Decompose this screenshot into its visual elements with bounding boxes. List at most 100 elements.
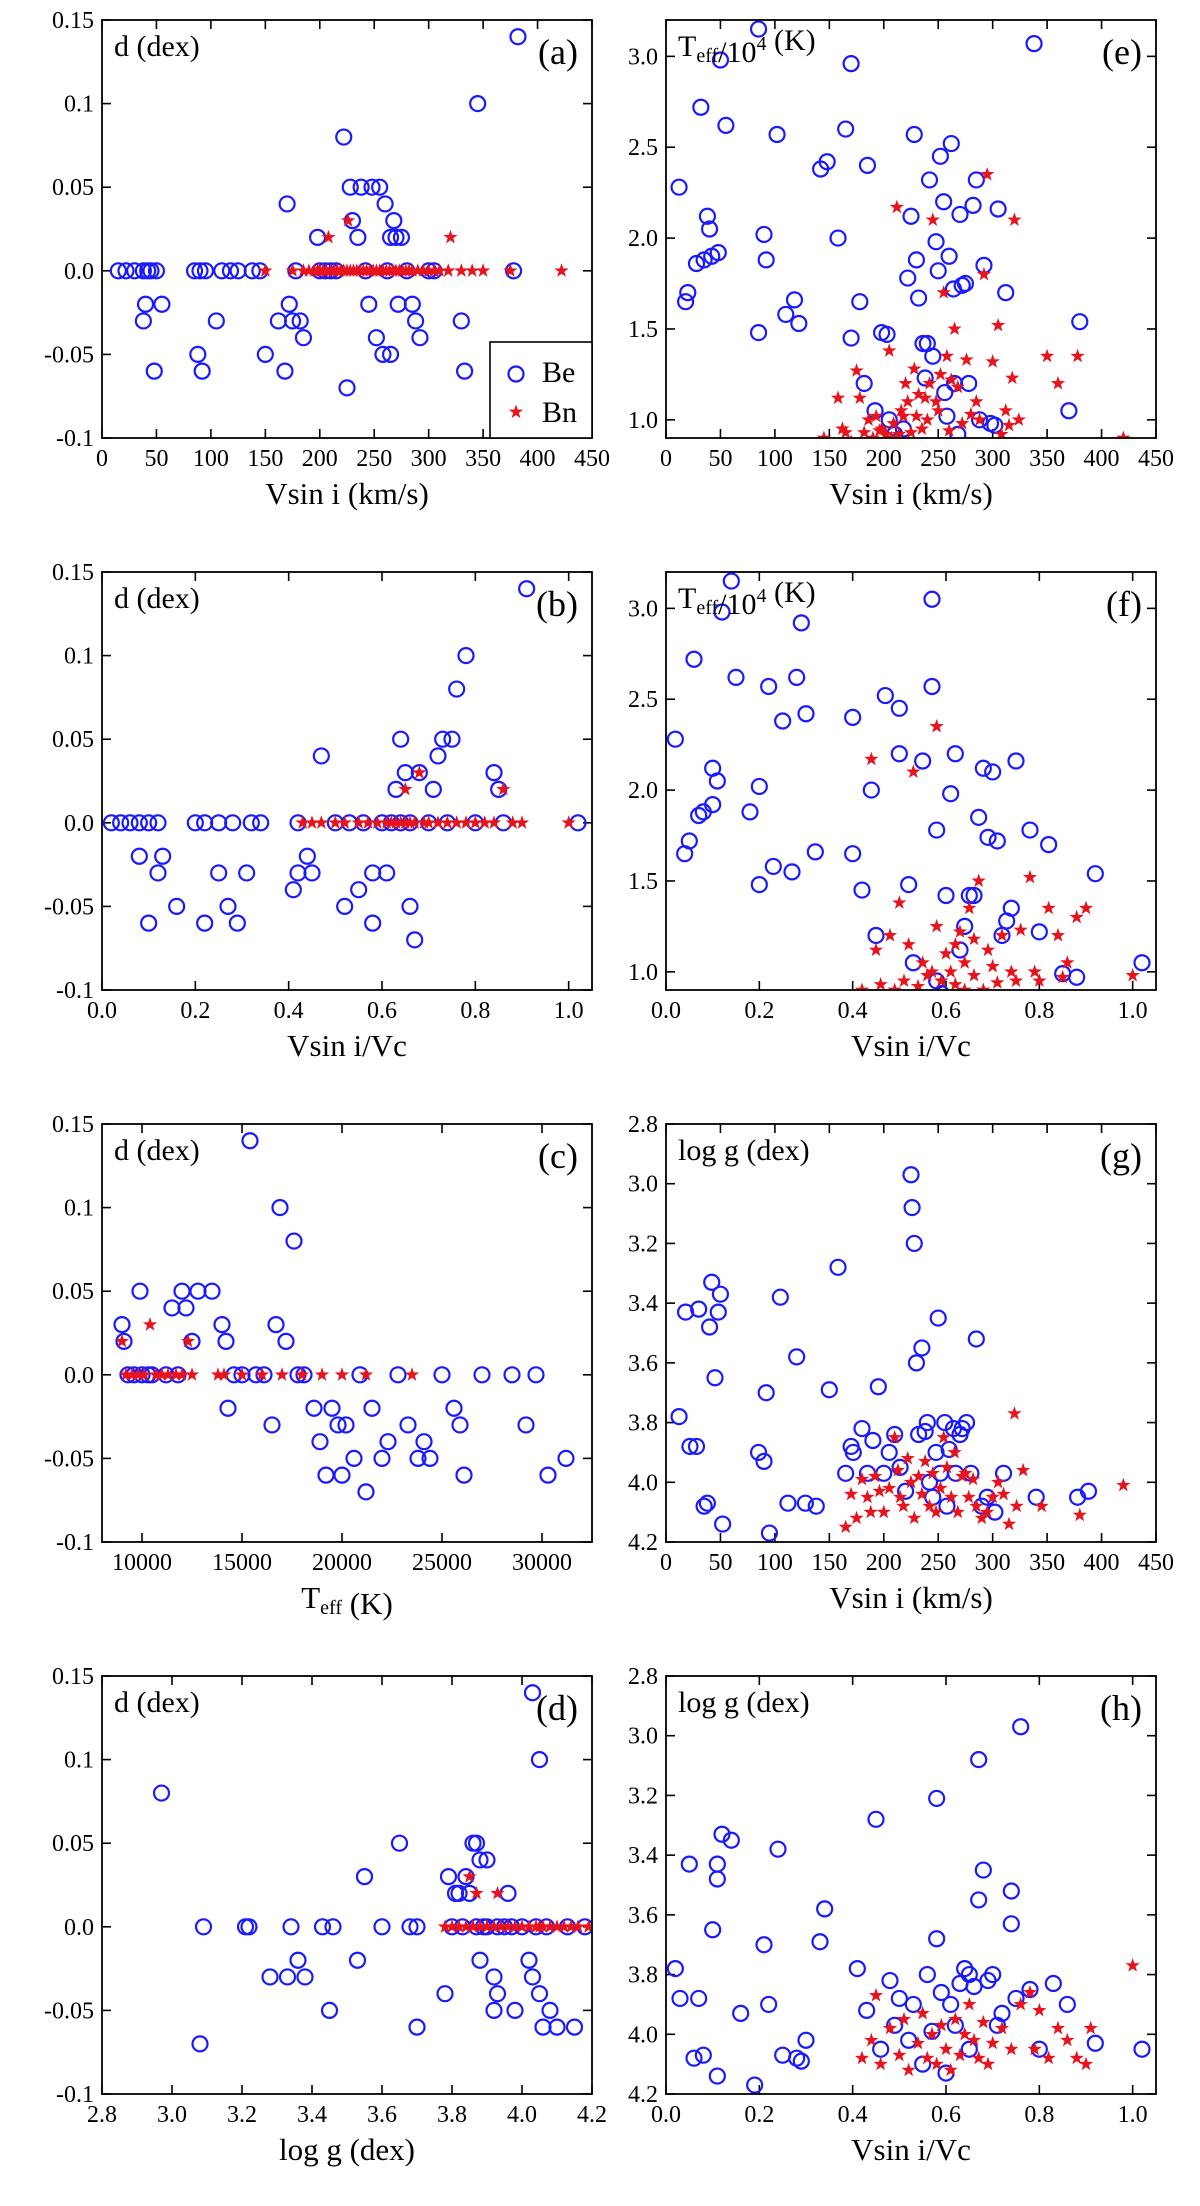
bn-point [294, 1367, 310, 1381]
panel-tag: (f) [1106, 584, 1142, 624]
bn-point [216, 1367, 232, 1381]
legend-bn-label: Bn [542, 396, 577, 429]
bn-point [966, 967, 982, 982]
be-point [732, 2004, 750, 2022]
markers-h [666, 1718, 1151, 2094]
panel-tag: (g) [1100, 1136, 1142, 1176]
be-point [134, 312, 152, 330]
markers-d [152, 1684, 592, 2053]
bn-point [939, 1459, 955, 1474]
be-point [711, 51, 730, 69]
bn-point [426, 263, 442, 277]
x-tick-label: 0 [660, 446, 672, 472]
bn-point [849, 434, 853, 438]
be-point [942, 785, 960, 803]
be-point [872, 2040, 890, 2058]
be-point [294, 329, 313, 347]
bn-point [1005, 370, 1020, 385]
y-axis-label: d (dex) [114, 30, 200, 63]
be-point [855, 374, 873, 393]
be-point [312, 747, 330, 765]
bn-point [972, 412, 987, 426]
y-tick-label: 0.0 [64, 1363, 94, 1389]
be-point [989, 200, 1007, 218]
be-point [298, 847, 316, 865]
x-tick-label: 350 [1029, 446, 1065, 472]
bn-point [1070, 348, 1085, 363]
be-point [283, 312, 302, 330]
be-point [690, 1989, 708, 2008]
be-point [163, 1299, 181, 1317]
be-point [219, 897, 237, 916]
be-point [853, 881, 871, 899]
be-point [695, 1497, 713, 1515]
plot-frame [101, 1123, 593, 1543]
x-tick-label: 250 [356, 446, 392, 472]
be-point [1021, 1980, 1039, 1999]
be-point [278, 1968, 297, 1986]
be-point [970, 411, 989, 429]
bn-point [910, 978, 926, 990]
be-point [221, 262, 240, 280]
be-point [455, 1466, 473, 1484]
be-point [788, 1348, 806, 1366]
be-point [473, 1366, 491, 1384]
bn-point [1050, 927, 1066, 942]
be-point [811, 1933, 829, 1951]
bn-point [947, 1444, 962, 1459]
be-point [152, 1784, 171, 1802]
x-tick-label: 15000 [212, 1550, 272, 1576]
x-tick-label: 0.8 [460, 998, 490, 1024]
be-point [255, 1366, 273, 1384]
bn-point [337, 815, 352, 829]
be-point [837, 1464, 855, 1482]
be-point [126, 262, 144, 280]
bn-point [561, 815, 576, 829]
bn-point [507, 1919, 523, 1933]
markers-f [666, 572, 1151, 990]
be-point [783, 863, 801, 881]
be-point [385, 212, 403, 230]
be-point [910, 289, 928, 307]
bn-point [920, 967, 935, 982]
be-point [904, 1995, 922, 2014]
bn-point [490, 1885, 505, 1900]
bn-point [890, 1462, 906, 1477]
legend: Be Bn [489, 341, 593, 439]
be-point [750, 777, 768, 796]
be-point [121, 814, 139, 832]
bn-point [950, 379, 965, 394]
be-point [241, 1132, 259, 1150]
be-point [760, 1995, 778, 2014]
bn-point [477, 815, 492, 829]
be-point [970, 1891, 988, 1909]
bn-point [1027, 2041, 1042, 2056]
be-point [666, 1959, 684, 1978]
bn-point [458, 815, 474, 829]
be-point [289, 864, 307, 882]
y-axis-label: log g (dex) [678, 1686, 810, 1719]
be-point [779, 1494, 797, 1512]
x-tick-label: 4.0 [507, 2102, 537, 2128]
bn-point [958, 1465, 973, 1480]
x-tick-label: 300 [975, 1550, 1011, 1576]
bn-point [980, 166, 995, 181]
be-point [792, 614, 810, 632]
be-point [768, 125, 786, 144]
be-point [844, 708, 862, 726]
bn-point [514, 1919, 530, 1933]
bn-point [934, 2017, 949, 2032]
bn-point [906, 764, 921, 778]
bn-point [521, 1919, 537, 1933]
be-point [485, 1968, 503, 1986]
be-point [277, 1332, 295, 1350]
bn-point [816, 430, 832, 438]
y-tick-label: 0.15 [52, 8, 94, 34]
y-tick-label: -0.05 [44, 1998, 94, 2024]
bn-point [854, 1471, 870, 1486]
legend-be-marker [507, 365, 525, 383]
be-point [967, 171, 985, 189]
be-point [760, 1524, 779, 1542]
be-point [704, 1921, 722, 1939]
bn-point [948, 937, 963, 951]
